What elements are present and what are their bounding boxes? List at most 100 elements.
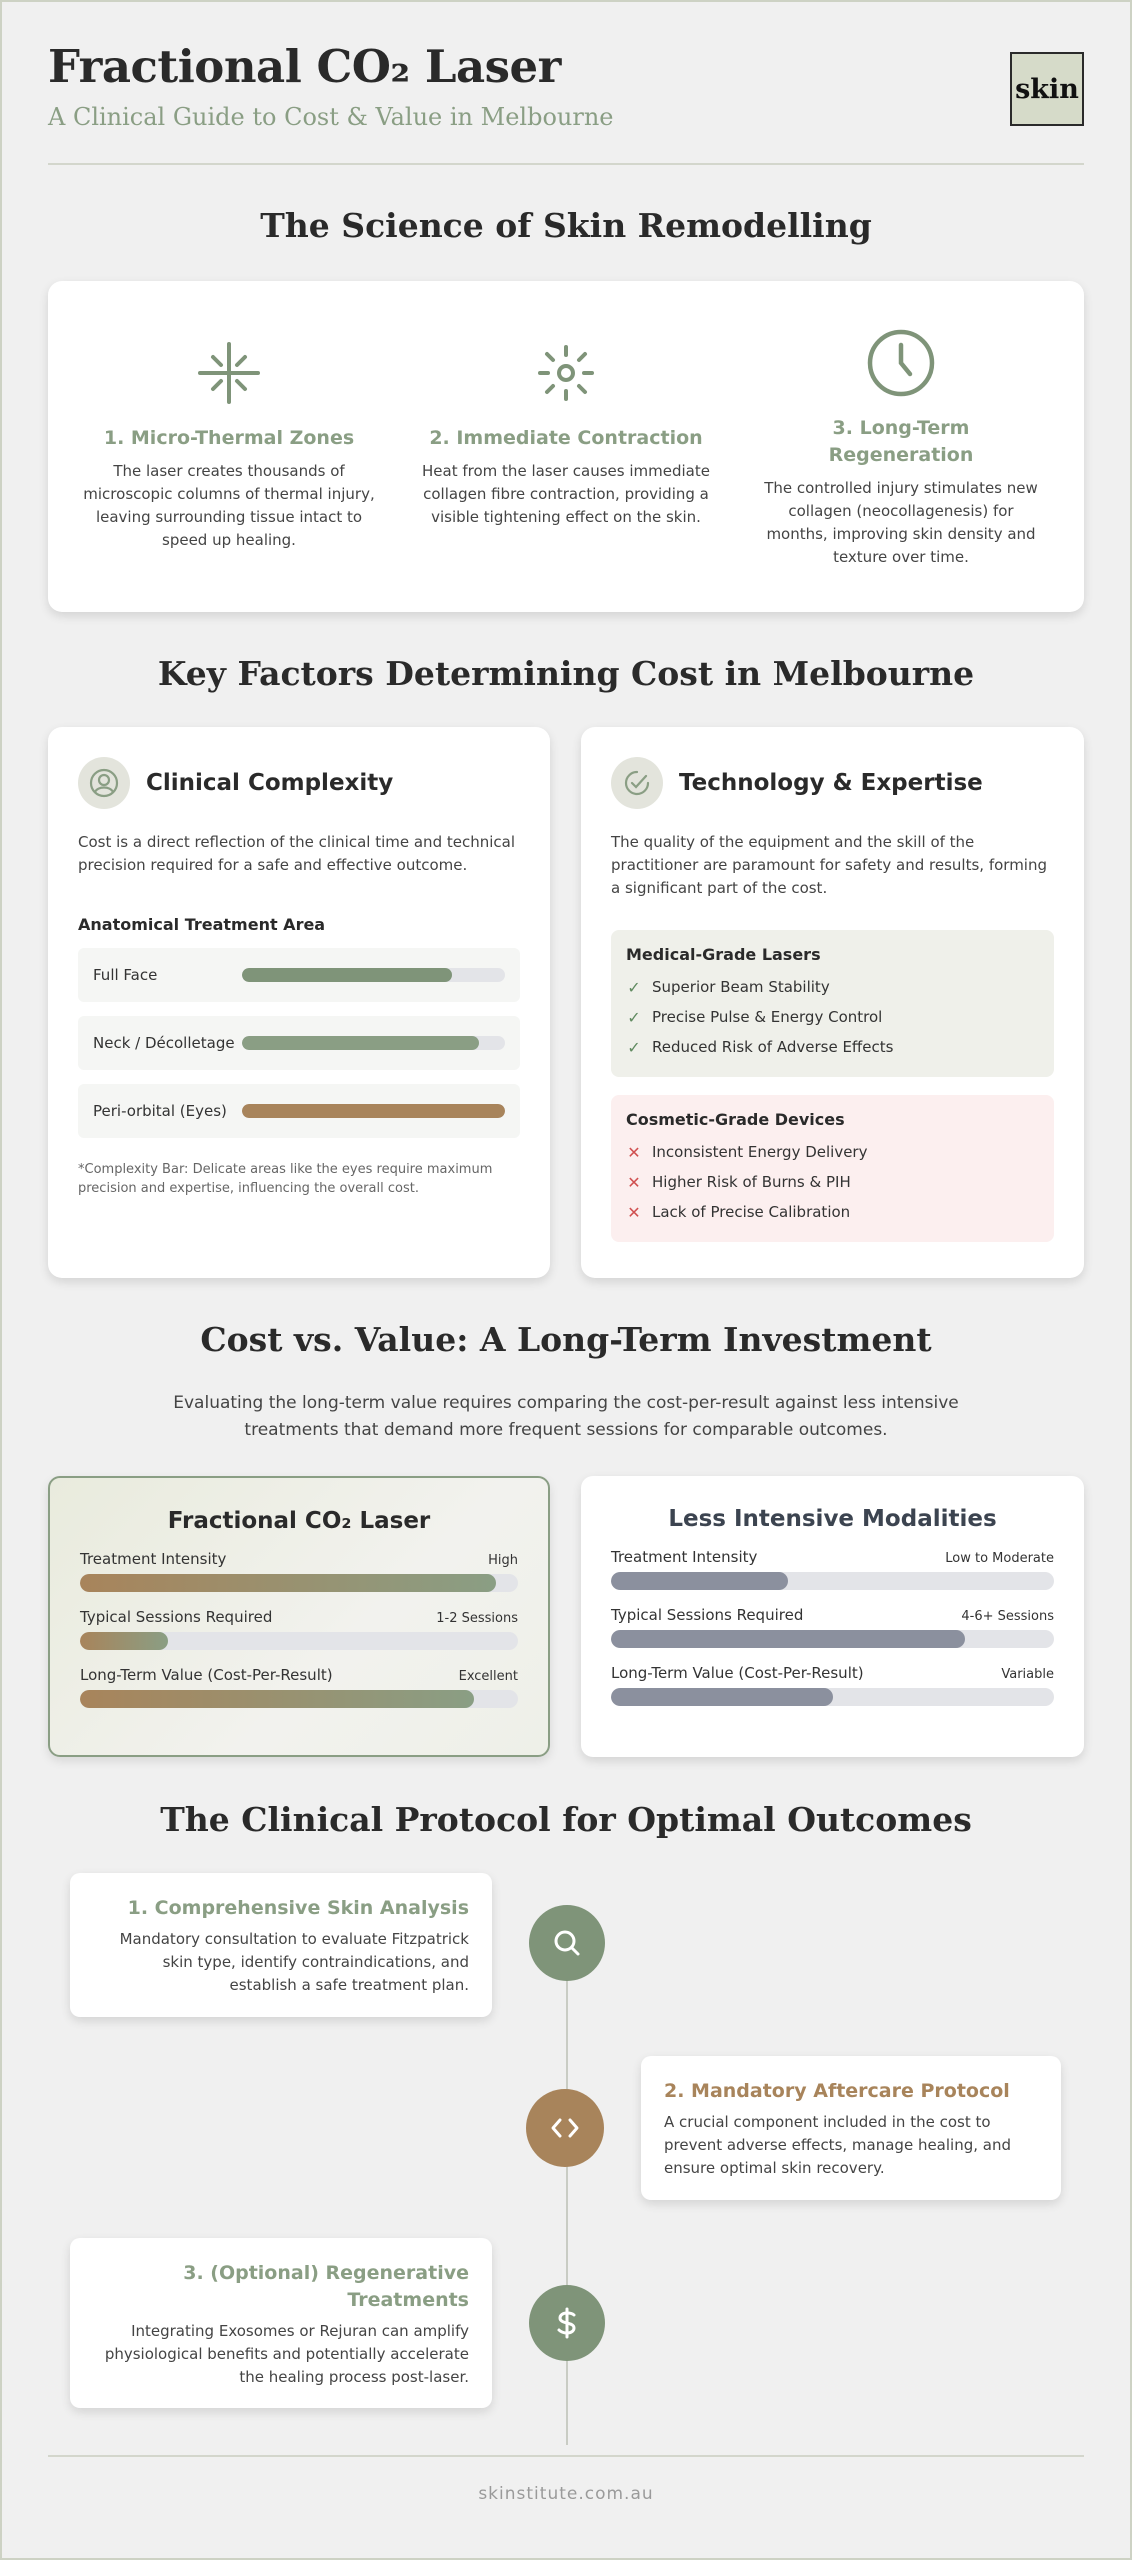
complexity-bar-fill: [242, 1036, 479, 1050]
metric-label: Treatment Intensity: [611, 1548, 758, 1566]
metric: Typical Sessions Required 4-6+ Sessions: [611, 1606, 1054, 1648]
complexity-bar-track: [242, 1036, 505, 1050]
metric-bar-track: [611, 1572, 1054, 1590]
pro-item: ✓ Reduced Risk of Adverse Effects: [626, 1032, 1039, 1062]
metric-label: Typical Sessions Required: [611, 1606, 804, 1624]
item-label: Precise Pulse & Energy Control: [652, 1008, 883, 1026]
complexity-bar-track: [242, 968, 505, 982]
timeline-line: [566, 1910, 568, 2445]
item-label: Lack of Precise Calibration: [652, 1203, 851, 1221]
cosmetic-grade-title: Cosmetic-Grade Devices: [626, 1110, 845, 1129]
protocol-step-3: 3. (Optional) Regenerative Treatments In…: [70, 2238, 492, 2408]
step-title: 3. (Optional) Regenerative Treatments: [183, 2262, 469, 2311]
sun-icon: [416, 333, 716, 413]
metric-label: Long-Term Value (Cost-Per-Result): [611, 1664, 864, 1682]
cross-icon: ✕: [627, 1202, 641, 1222]
metric: Treatment Intensity Low to Moderate: [611, 1548, 1054, 1590]
area-label: Neck / Décolletage: [93, 1034, 235, 1052]
compare-lead: Evaluating the long-term value requires …: [173, 1393, 959, 1440]
technology-card: Technology & Expertise The quality of th…: [581, 727, 1084, 1278]
page-subtitle: A Clinical Guide to Cost & Value in Melb…: [48, 103, 614, 131]
metric: Typical Sessions Required 1-2 Sessions: [80, 1608, 518, 1650]
metric-bar-track: [80, 1690, 518, 1708]
metric-bar-fill: [611, 1688, 833, 1706]
footer-divider: [48, 2455, 1084, 2457]
metric: Long-Term Value (Cost-Per-Result) Variabl…: [611, 1664, 1054, 1706]
science-item-title: 1. Micro-Thermal Zones: [103, 427, 355, 449]
item-label: Reduced Risk of Adverse Effects: [652, 1038, 894, 1056]
dollar-icon[interactable]: [529, 2285, 605, 2361]
step-title: 2. Mandatory Aftercare Protocol: [664, 2080, 1010, 2102]
technology-header: Technology & Expertise: [611, 757, 1054, 809]
science-card: 1. Micro-Thermal Zones The laser creates…: [48, 281, 1084, 612]
other-metric-list: Treatment Intensity Low to Moderate Typica…: [611, 1548, 1054, 1706]
protocol-title: The Clinical Protocol for Optimal Outcom…: [160, 1800, 972, 1839]
check-icon: ✓: [627, 1007, 641, 1027]
science-item: 3. Long-Term Regeneration The controlled…: [751, 323, 1051, 569]
science-item-title: 2. Immediate Contraction: [429, 427, 703, 449]
metric: Treatment Intensity High: [80, 1550, 518, 1592]
pro-item: ✓ Precise Pulse & Energy Control: [626, 1002, 1039, 1032]
metric-value: Low to Moderate: [945, 1551, 1054, 1566]
code-icon[interactable]: [526, 2089, 604, 2167]
metric-bar-fill: [80, 1574, 497, 1592]
complexity-bar-fill: [242, 968, 453, 982]
protocol-step-2: 2. Mandatory Aftercare Protocol A crucia…: [641, 2056, 1061, 2200]
science-item: 1. Micro-Thermal Zones The laser creates…: [79, 333, 379, 552]
area-label: Full Face: [93, 966, 158, 984]
cosmetic-grade-list: ✕ Inconsistent Energy Delivery ✕ Higher Ris…: [626, 1137, 1039, 1227]
science-title: The Science of Skin Remodelling: [260, 206, 872, 245]
compare-title: Cost vs. Value: A Long-Term Investment: [200, 1320, 932, 1359]
metric-label: Treatment Intensity: [80, 1550, 227, 1568]
item-label: Superior Beam Stability: [652, 978, 830, 996]
medical-grade-box: Medical-Grade Lasers ✓ Superior Beam Stab…: [611, 930, 1054, 1077]
complexity-desc: Cost is a direct reflection of the clini…: [78, 833, 515, 874]
cross-icon: ✕: [627, 1142, 641, 1162]
header: Fractional CO₂ Laser A Clinical Guide to…: [48, 40, 1084, 164]
metric-bar-track: [611, 1630, 1054, 1648]
complexity-bar-fill: [242, 1104, 505, 1118]
other-compare-title: Less Intensive Modalities: [668, 1506, 997, 1532]
area-list: Full Face Neck / Décolletage Peri-orbital …: [78, 948, 520, 1138]
metric-value: Excellent: [458, 1669, 518, 1684]
con-item: ✕ Higher Risk of Burns & PIH: [626, 1167, 1039, 1197]
complexity-bar-track: [242, 1104, 505, 1118]
header-divider: [48, 163, 1084, 165]
metric-value: 4-6+ Sessions: [961, 1609, 1054, 1624]
con-item: ✕ Lack of Precise Calibration: [626, 1197, 1039, 1227]
page-title: Fractional CO₂ Laser: [48, 40, 561, 93]
metric-value: Variable: [1001, 1667, 1054, 1682]
complexity-card: Clinical Complexity Cost is a direct ref…: [48, 727, 550, 1278]
con-item: ✕ Inconsistent Energy Delivery: [626, 1137, 1039, 1167]
metric-bar-fill: [611, 1630, 966, 1648]
medical-grade-title: Medical-Grade Lasers: [626, 945, 821, 964]
badge-check-icon: [611, 757, 663, 809]
cross-icon: ✕: [627, 1172, 641, 1192]
check-icon: ✓: [627, 977, 641, 997]
laser-compare-title: Fractional CO₂ Laser: [167, 1508, 431, 1534]
footer-link[interactable]: skinstitute.com.au: [478, 2484, 654, 2504]
search-icon[interactable]: [529, 1905, 605, 1981]
cosmetic-grade-box: Cosmetic-Grade Devices ✕ Inconsistent Ene…: [611, 1095, 1054, 1242]
factors-title: Key Factors Determining Cost in Melbourn…: [157, 654, 975, 693]
metric-bar-fill: [611, 1572, 789, 1590]
item-label: Higher Risk of Burns & PIH: [652, 1173, 851, 1191]
metric-bar-track: [80, 1574, 518, 1592]
area-row: Full Face: [78, 948, 520, 1002]
science-item-body: Heat from the laser causes immediate col…: [422, 462, 710, 526]
science-item-body: The laser creates thousands of microscop…: [83, 462, 375, 549]
step-body: Mandatory consultation to evaluate Fitzp…: [119, 1930, 469, 1994]
metric-value: High: [488, 1553, 518, 1568]
brand-logo[interactable]: skin: [1010, 52, 1084, 126]
area-row: Neck / Décolletage: [78, 1016, 520, 1070]
complexity-title: Clinical Complexity: [146, 770, 394, 796]
metric: Long-Term Value (Cost-Per-Result) Excelle…: [80, 1666, 518, 1708]
item-label: Inconsistent Energy Delivery: [652, 1143, 868, 1161]
complexity-header: Clinical Complexity: [78, 757, 520, 809]
science-item-body: The controlled injury stimulates new col…: [764, 479, 1038, 566]
step-body: Integrating Exosomes or Rejuran can ampl…: [104, 2322, 469, 2386]
area-row: Peri-orbital (Eyes): [78, 1084, 520, 1138]
laser-compare-card: Fractional CO₂ Laser Treatment Intensity…: [48, 1476, 550, 1757]
metric-bar-track: [611, 1688, 1054, 1706]
